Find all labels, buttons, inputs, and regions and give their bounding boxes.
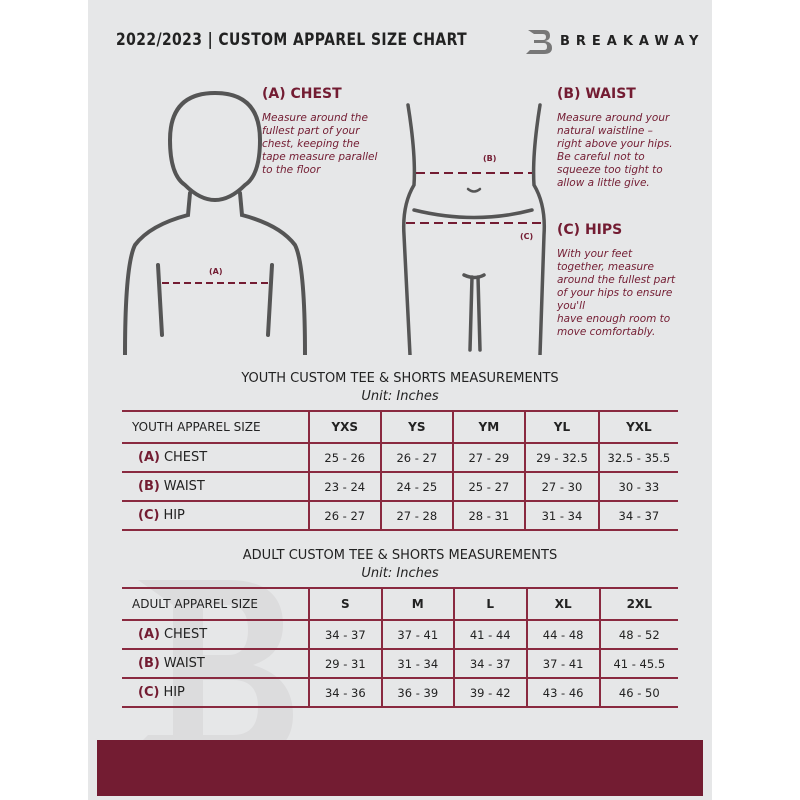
chest-marker-label: (A) (209, 267, 223, 276)
table-cell: 31 - 34 (524, 501, 599, 531)
row-name: WAIST (163, 656, 205, 671)
table-cell: 27 - 30 (524, 472, 599, 502)
table-cell: 44 - 48 (525, 620, 600, 650)
table-row: (A) CHEST 34 - 37 37 - 41 41 - 44 44 - 48 48 -… (122, 620, 678, 650)
row-name: WAIST (163, 479, 205, 494)
header-cell: 2XL (598, 588, 678, 621)
header-cell: YS (380, 411, 453, 444)
brand-name: BREAKAWAY (560, 34, 705, 49)
table-cell: 31 - 34 (380, 649, 454, 679)
waist-description: Measure around your natural waistline – … (557, 112, 673, 189)
table-cell: 29 - 32.5 (524, 443, 599, 473)
header-cell: YL (524, 411, 599, 444)
adult-table-title: ADULT CUSTOM TEE & SHORTS MEASUREMENTS (242, 548, 558, 563)
header-cell: M (380, 588, 454, 621)
table-cell: 43 - 46 (525, 678, 600, 708)
table-cell: 48 - 52 (598, 620, 678, 650)
table-cell: 26 - 27 (307, 501, 381, 531)
table-cell: 27 - 28 (380, 501, 453, 531)
adult-size-table: ADULT APPAREL SIZE S M L XL 2XL (A) CHEST 34 - 3… (122, 587, 678, 708)
page-title: 2022/2023 | CUSTOM APPAREL SIZE CHART (116, 30, 468, 50)
row-label: (A) CHEST (122, 443, 309, 473)
row-label: (B) WAIST (122, 649, 309, 679)
header-cell: XL (525, 588, 600, 621)
waist-heading: (B) WAIST (557, 86, 636, 102)
waist-hips-figure-illustration (401, 103, 547, 355)
youth-size-table: YOUTH APPAREL SIZE YXS YS YM YL YXL (A) CHEST 25… (122, 410, 678, 531)
chest-figure-illustration (123, 90, 307, 355)
hips-heading: (C) HIPS (557, 222, 623, 238)
header-cell: L (452, 588, 527, 621)
row-label: (B) WAIST (122, 472, 309, 502)
header-cell: YXL (597, 411, 678, 444)
row-name: CHEST (163, 450, 208, 465)
header-cell: YM (451, 411, 526, 444)
table-cell: 26 - 27 (380, 443, 453, 473)
table-cell: 39 - 42 (452, 678, 527, 708)
footer-band (97, 740, 703, 796)
row-tag: (A) (138, 450, 160, 465)
table-cell: 41 - 45.5 (598, 649, 678, 679)
breakaway-logo-icon (526, 30, 552, 54)
table-cell: 24 - 25 (380, 472, 453, 502)
table-row: (B) WAIST 29 - 31 31 - 34 34 - 37 37 - 41 41 -… (122, 649, 678, 679)
table-cell: 37 - 41 (525, 649, 600, 679)
table-cell: 25 - 26 (307, 443, 381, 473)
header-cell: YXS (307, 411, 381, 444)
row-tag: (B) (138, 479, 160, 494)
table-cell: 34 - 37 (452, 649, 527, 679)
row-tag: (B) (138, 656, 160, 671)
table-header-row: YOUTH APPAREL SIZE YXS YS YM YL YXL (122, 411, 678, 444)
chest-heading: (A) CHEST (262, 86, 342, 102)
table-row: (C) HIP 26 - 27 27 - 28 28 - 31 31 - 34 34 - 3… (122, 501, 678, 531)
row-name: CHEST (163, 627, 208, 642)
row-label: (C) HIP (122, 501, 309, 531)
hips-description: With your feet together, measure around … (557, 248, 676, 338)
row-label: (A) CHEST (122, 620, 309, 650)
waist-marker-label: (B) (483, 154, 497, 163)
row-name: HIP (163, 685, 185, 700)
header-cell: YOUTH APPAREL SIZE (122, 411, 309, 444)
table-cell: 28 - 31 (451, 501, 526, 531)
youth-table-unit: Unit: Inches (361, 389, 439, 404)
table-cell: 34 - 37 (597, 501, 678, 531)
table-cell: 30 - 33 (597, 472, 678, 502)
table-cell: 46 - 50 (598, 678, 678, 708)
row-label: (C) HIP (122, 678, 309, 708)
adult-table-unit: Unit: Inches (361, 566, 439, 581)
chest-description: Measure around the fullest part of your … (262, 112, 378, 176)
header-cell: ADULT APPAREL SIZE (122, 588, 309, 621)
table-cell: 25 - 27 (451, 472, 526, 502)
table-cell: 27 - 29 (451, 443, 526, 473)
table-cell: 34 - 36 (307, 678, 382, 708)
table-cell: 37 - 41 (380, 620, 454, 650)
table-cell: 29 - 31 (307, 649, 382, 679)
table-row: (B) WAIST 23 - 24 24 - 25 25 - 27 27 - 30 30 -… (122, 472, 678, 502)
header-cell: S (307, 588, 382, 621)
row-tag: (C) (138, 685, 160, 700)
row-tag: (C) (138, 508, 160, 523)
table-cell: 23 - 24 (307, 472, 381, 502)
table-cell: 41 - 44 (452, 620, 527, 650)
table-cell: 34 - 37 (307, 620, 382, 650)
youth-table-title: YOUTH CUSTOM TEE & SHORTS MEASUREMENTS (241, 371, 559, 386)
table-header-row: ADULT APPAREL SIZE S M L XL 2XL (122, 588, 678, 621)
hips-marker-label: (C) (520, 232, 534, 241)
table-row: (C) HIP 34 - 36 36 - 39 39 - 42 43 - 46 46 - 5… (122, 678, 678, 708)
table-cell: 36 - 39 (380, 678, 454, 708)
row-name: HIP (163, 508, 185, 523)
table-row: (A) CHEST 25 - 26 26 - 27 27 - 29 29 - 32.5 32… (122, 443, 678, 473)
table-cell: 32.5 - 35.5 (597, 443, 678, 473)
row-tag: (A) (138, 627, 160, 642)
